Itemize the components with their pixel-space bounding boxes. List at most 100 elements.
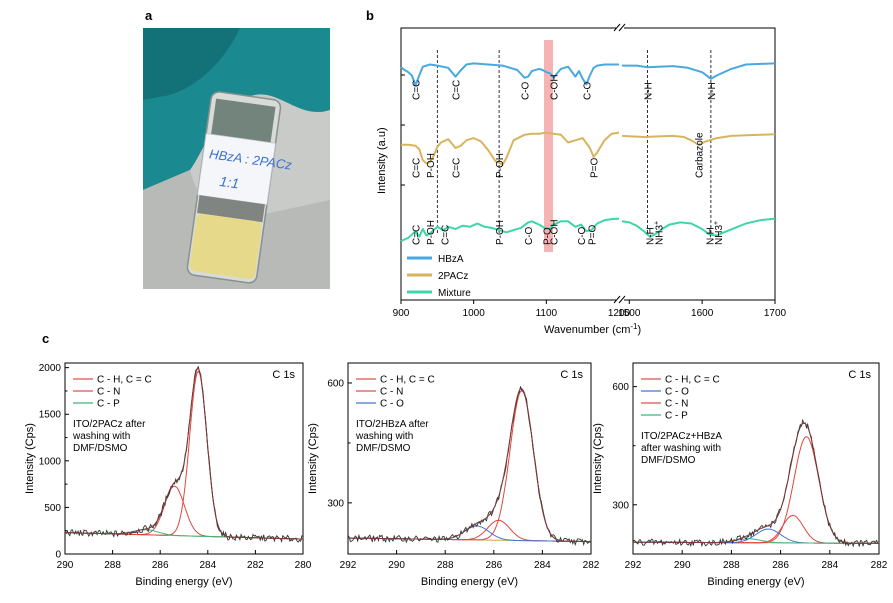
ftir-y-label: Intensity (a.u) bbox=[376, 127, 388, 194]
envelope-fit bbox=[348, 388, 591, 543]
axes-box bbox=[347, 362, 592, 555]
axes-box bbox=[64, 362, 304, 555]
peak-label: C-O bbox=[577, 226, 588, 245]
panel-label-a: a bbox=[145, 8, 153, 23]
ftir-axes-box bbox=[400, 27, 776, 301]
y-tick-label: 600 bbox=[612, 382, 629, 393]
legend-label: C - H, C = C bbox=[380, 375, 435, 386]
x-tick-label: 286 bbox=[485, 560, 502, 571]
peak-label: C=C bbox=[412, 225, 423, 245]
y-axis-label: Intensity (Cps) bbox=[24, 423, 36, 494]
x-tick-label: 282 bbox=[247, 560, 264, 571]
x-axis-label: Binding energy (eV) bbox=[135, 576, 232, 588]
legend-label: C - N bbox=[97, 387, 120, 398]
xps-chart-3: 292 290 288 286 284 282 300 600 Binding energy (… bbox=[592, 362, 888, 588]
yellow-powder bbox=[189, 213, 262, 279]
legend-label: 2PACz bbox=[438, 271, 468, 282]
envelope-fit bbox=[65, 367, 303, 540]
x-tick-label: 286 bbox=[152, 560, 169, 571]
y-tick-label: 2000 bbox=[39, 363, 62, 374]
peak-label: Carbazole bbox=[695, 132, 706, 178]
legend-label: C - H, C = C bbox=[665, 375, 720, 386]
peak-label: C-O bbox=[582, 81, 593, 100]
sample-note: DMF/DSMO bbox=[641, 455, 696, 466]
x-tick-label: 284 bbox=[534, 560, 551, 571]
peak-label: P-O bbox=[542, 227, 553, 245]
x-tick-label: 1100 bbox=[536, 308, 558, 319]
chart-title: C 1s bbox=[272, 369, 295, 381]
x-tick-label: 284 bbox=[199, 560, 216, 571]
x-tick-label: 292 bbox=[625, 560, 642, 571]
peak-label: C-O bbox=[521, 81, 532, 100]
sample-note: washing with bbox=[355, 431, 413, 442]
x-tick-label: 288 bbox=[437, 560, 454, 571]
x-tick-label: 1700 bbox=[764, 308, 787, 319]
x-tick-label: 290 bbox=[57, 560, 74, 571]
peak-label: C=C bbox=[452, 158, 463, 178]
chart-title: C 1s bbox=[560, 369, 583, 381]
raw-spectrum bbox=[347, 386, 592, 547]
legend-label: Mixture bbox=[438, 288, 471, 299]
y-tick-label: 1000 bbox=[39, 456, 62, 467]
x-axis-label: Binding energy (eV) bbox=[421, 576, 518, 588]
x-tick-label: 290 bbox=[388, 560, 405, 571]
peak-label: P-OH bbox=[426, 220, 437, 245]
series-line-hbza-right bbox=[622, 62, 776, 80]
series-line-2pacz-left bbox=[401, 131, 620, 166]
sample-note: ITO/2HBzA after bbox=[356, 419, 429, 430]
x-tick-label: 292 bbox=[340, 560, 357, 571]
legend-label: C - P bbox=[665, 411, 688, 422]
legend-label: HBzA bbox=[438, 254, 464, 265]
fit-peak-0 bbox=[348, 390, 591, 543]
y-axis-label: Intensity (Cps) bbox=[592, 423, 604, 494]
axes-box bbox=[632, 362, 880, 555]
y-tick-label: 300 bbox=[327, 498, 344, 509]
ftir-x-label: Wavenumber (cm-1) bbox=[544, 322, 641, 336]
peak-label: P-OH bbox=[426, 153, 437, 178]
peak-label: P=O bbox=[587, 224, 598, 245]
ftir-legend: HBzA 2PACz Mixture bbox=[407, 254, 471, 299]
sample-note: after washing with bbox=[641, 443, 721, 454]
peak-label: P=O bbox=[590, 157, 601, 178]
peak-label: C=C bbox=[412, 158, 423, 178]
marker-lines bbox=[436, 50, 712, 235]
legend-label: C - H, C = C bbox=[97, 375, 152, 386]
series-line-2pacz-right bbox=[621, 133, 776, 146]
peak-label: C-O bbox=[524, 226, 535, 245]
peak-label: P-OH bbox=[495, 220, 506, 245]
y-tick-label: 600 bbox=[327, 378, 344, 389]
legend-label: C - N bbox=[665, 399, 688, 410]
peak-label: N-H bbox=[646, 227, 657, 245]
series-line-mixture-left bbox=[400, 217, 620, 243]
sample-note: DMF/DSMO bbox=[356, 443, 411, 454]
legend-label: C - P bbox=[97, 399, 120, 410]
ftir-spectra-panel: C=C C=C C-O C-OH C-O N-H N-HC=C P-OH C=C P-OH P=O C… bbox=[376, 22, 787, 336]
x-tick-label: 288 bbox=[723, 560, 740, 571]
peak-label: C-OH bbox=[550, 219, 561, 245]
chart-title: C 1s bbox=[848, 369, 871, 381]
peak-label: N-H bbox=[705, 227, 716, 245]
peak-label: N-H bbox=[644, 82, 655, 100]
highlight-band bbox=[544, 40, 553, 252]
y-tick-label: 0 bbox=[55, 550, 61, 561]
x-tick-label: 900 bbox=[393, 308, 410, 319]
y-tick-label: 300 bbox=[612, 500, 629, 511]
peak-label: C=C bbox=[412, 80, 423, 100]
panel-label-c: c bbox=[42, 331, 49, 346]
vial: HBzA : 2PACz 1:1 bbox=[186, 91, 293, 284]
x-tick-label: 284 bbox=[821, 560, 838, 571]
peak-label: NH3+ bbox=[653, 221, 665, 245]
peak-label: C-OH bbox=[550, 74, 561, 100]
sample-note: DMF/DSMO bbox=[73, 443, 128, 454]
x-tick-label: 280 bbox=[295, 560, 312, 571]
peak-label: C=C bbox=[452, 80, 463, 100]
series-line-mixture-right bbox=[621, 217, 776, 238]
peak-annotations: C=C C=C C-O C-OH C-O N-H N-HC=C P-OH C=C P-OH P=O C… bbox=[412, 74, 726, 245]
x-tick-label: 1200 bbox=[608, 308, 631, 319]
x-tick-label: 1000 bbox=[463, 308, 486, 319]
x-tick-label: 1500 bbox=[618, 308, 641, 319]
y-axis-label: Intensity (Cps) bbox=[307, 423, 319, 494]
sample-note: washing with bbox=[72, 431, 130, 442]
